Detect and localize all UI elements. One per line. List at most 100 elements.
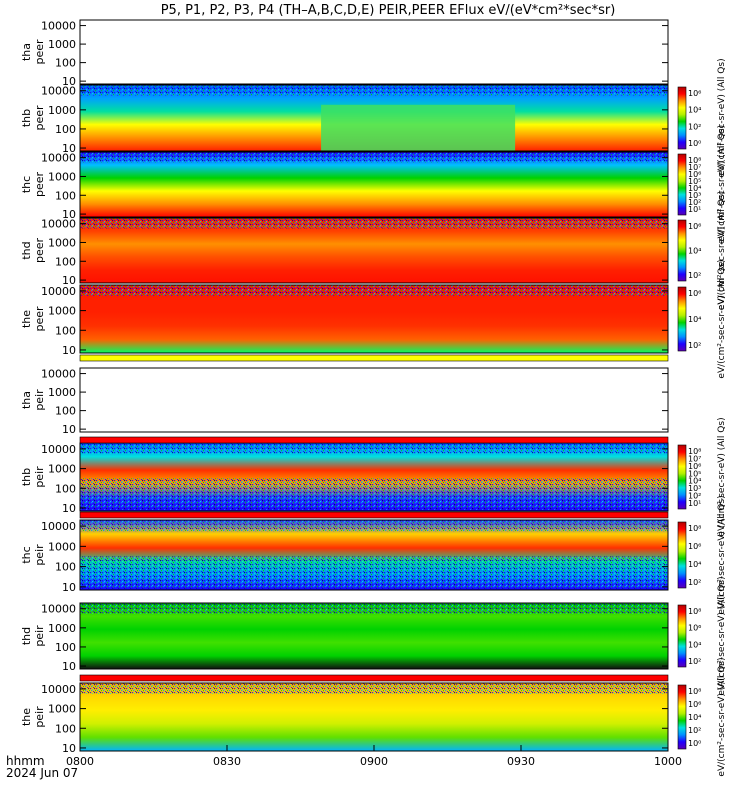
colorbar-tick-label: 10²	[688, 271, 701, 280]
colorbar-tick-label: 10²	[688, 341, 701, 350]
ytick-label: 10	[62, 344, 76, 357]
colorbar-tick-label: 10⁰	[688, 139, 701, 148]
colorbar-thb_peer: 10⁶ 10⁴ 10² 10⁰ eV/(cm²-sec-sr-eV) (All Qs)	[677, 58, 727, 178]
panel-thd_peer: 10000 1000 100 10 thd peer 10⁶ 10⁴ 10² eV/(cm²-se…	[20, 191, 727, 310]
ylabel-probe: thd	[20, 241, 33, 259]
colorbar-tick-label: 10⁶	[688, 222, 701, 231]
flag-bar	[79, 674, 669, 682]
ytick-label: 10000	[41, 603, 76, 616]
colorbar-the_peer: 10⁶ 10⁴ 10² eV/(cm²-sec-sr-eV) (All Qs)	[677, 259, 727, 379]
spectrogram-thd_peir	[80, 603, 668, 669]
panel-thb_peer: 10000 1000 100 10 thb peer 10⁶ 10⁴ 10² 10⁰ eV/(cm²…	[20, 58, 727, 177]
ylabel-species: peir	[33, 389, 46, 411]
colorbar-tick-label: 10⁸	[688, 607, 701, 616]
colorbar-tick-label: 10⁸	[688, 524, 701, 533]
ytick-label: 100	[55, 561, 76, 574]
figure-title: P5, P1, P2, P3, P4 (TH–A,B,C,D,E) PEIR,P…	[161, 3, 616, 18]
colorbar-the_peir: 10⁸ 10⁶ 10⁴ 10² 10⁰ eV/(cm²-sec-sr-eV) (All Q…	[677, 657, 727, 777]
colorbar-tick-label: 10⁴	[688, 315, 701, 324]
colorbar-label: eV/(cm²-sec-sr-eV) (All Qs)	[717, 657, 727, 776]
colorbar-tick-label: 10⁶	[688, 624, 701, 633]
colorbar-tick-label: 10⁶	[688, 542, 701, 551]
ytick-label: 100	[55, 722, 76, 735]
colorbar-tick-label: 10⁴	[688, 184, 701, 193]
colorbar-tick-label: 10²	[688, 122, 701, 131]
colorbar-tick-label: 10⁴	[688, 247, 701, 256]
colorbar-tick-label: 10⁵	[688, 177, 701, 186]
ytick-label: 1000	[48, 463, 76, 476]
ylabel-probe: tha	[20, 391, 33, 409]
colorbar-label: eV/(cm²-sec-sr-eV) (All Qs)	[717, 125, 727, 244]
xlabel-date: 2024 Jun 07	[6, 766, 78, 780]
flag-bar	[79, 511, 669, 519]
ytick-label: 10000	[41, 218, 76, 231]
colorbar-thd_peir: 10⁸ 10⁶ 10⁴ 10² eV/(cm²-sec-sr-eV) (All Qs)	[677, 576, 727, 696]
ytick-label: 100	[55, 123, 76, 136]
flag-bar	[79, 354, 669, 362]
ytick-label: 1000	[48, 386, 76, 399]
colorbar-tick-label: 10⁸	[688, 687, 701, 696]
ytick-label: 10000	[41, 443, 76, 456]
ytick-label: 10	[62, 75, 76, 88]
ytick-label: 10000	[41, 285, 76, 298]
ytick-label: 1000	[48, 38, 76, 51]
ytick-label: 100	[55, 324, 76, 337]
ytick-label: 100	[55, 482, 76, 495]
ylabel-species: peer	[33, 105, 46, 131]
colorbar-thd_peer: 10⁶ 10⁴ 10² eV/(cm²-sec-sr-eV) (All Qs)	[677, 191, 727, 310]
colorbar-tick-label: 10⁶	[688, 170, 701, 179]
ytick-label: 10	[62, 742, 76, 755]
colorbar-tick-label: 10⁶	[688, 289, 701, 298]
colorbar-thc_peir: 10⁸ 10⁶ 10⁴ 10² eV/(cm²-sec-sr-eV) (All Qs)	[677, 495, 727, 615]
panel-thc_peir: 10000 1000 100 10 thc peir 10⁸ 10⁶ 10⁴ 10² eV/(cm²…	[20, 495, 727, 614]
colorbar-tick-label: 10⁴	[688, 560, 701, 569]
ytick-label: 10	[62, 502, 76, 515]
colorbar-label: eV/(cm²-sec-sr-eV) (All Qs)	[717, 576, 727, 695]
ytick-label: 10000	[41, 368, 76, 381]
colorbar-label: eV/(cm²-sec-sr-eV) (All Qs)	[717, 417, 727, 536]
colorbar-tick-label: 10⁴	[688, 713, 701, 722]
colorbar-tick-label: 10²	[688, 578, 701, 587]
ylabel-species: peer	[33, 172, 46, 198]
ytick-label: 1000	[48, 305, 76, 318]
ylabel-species: peer	[33, 238, 46, 264]
colorbar-tick-label: 10²	[688, 198, 701, 207]
colorbar-tick-label: 10⁷	[688, 454, 701, 463]
ylabel-probe: thb	[20, 468, 33, 486]
colorbar-tick-label: 10¹	[688, 499, 701, 508]
ytick-label: 100	[55, 57, 76, 70]
panel-the_peir: 10000 1000 100 10 the peir 10⁸ 10⁶ 10⁴ 10² 10⁰ eV/(…	[20, 657, 727, 776]
panel-thd_peir: 10000 1000 100 10 thd peir 10⁸ 10⁶ 10⁴ 10² eV/(cm²…	[20, 576, 727, 695]
spectrogram-thd_peer	[80, 218, 668, 283]
ylabel-species: peir	[33, 706, 46, 728]
ylabel-species: peir	[33, 544, 46, 566]
ylabel-probe: thb	[20, 109, 33, 127]
ytick-label: 10000	[41, 520, 76, 533]
ytick-label: 10	[62, 660, 76, 673]
panel-tha_peir: 10000 1000 100 10 tha peir	[20, 367, 669, 436]
colorbar-tick-label: 10⁴	[688, 640, 701, 649]
colorbar-label: eV/(cm²-sec-sr-eV) (All Qs)	[717, 495, 727, 614]
colorbar-tick-label: 10⁶	[688, 89, 701, 98]
colorbar-tick-label: 10²	[688, 726, 701, 735]
colorbar-tick-label: 10¹	[688, 205, 701, 214]
ytick-label: 10000	[41, 152, 76, 165]
ylabel-species: peer	[33, 39, 46, 65]
ytick-label: 10	[62, 581, 76, 594]
ytick-label: 10000	[41, 20, 76, 33]
ytick-label: 10000	[41, 85, 76, 98]
ytick-label: 10000	[41, 683, 76, 696]
colorbar-tick-label: 10⁸	[688, 447, 701, 456]
spectrogram-the_peer	[80, 285, 668, 353]
colorbar-tick-label: 10³	[688, 191, 701, 200]
ylabel-probe: tha	[20, 43, 33, 61]
xtick-label: 1000	[654, 755, 682, 768]
ytick-label: 100	[55, 255, 76, 268]
panel-the_peer: 10000 1000 100 10 the peer 10⁶ 10⁴ 10² eV/(cm²-se…	[20, 259, 727, 378]
ylabel-species: peir	[33, 466, 46, 488]
ylabel-species: peer	[33, 306, 46, 332]
panel-tha_peer: 10000 1000 100 10 tha peer	[20, 19, 669, 88]
